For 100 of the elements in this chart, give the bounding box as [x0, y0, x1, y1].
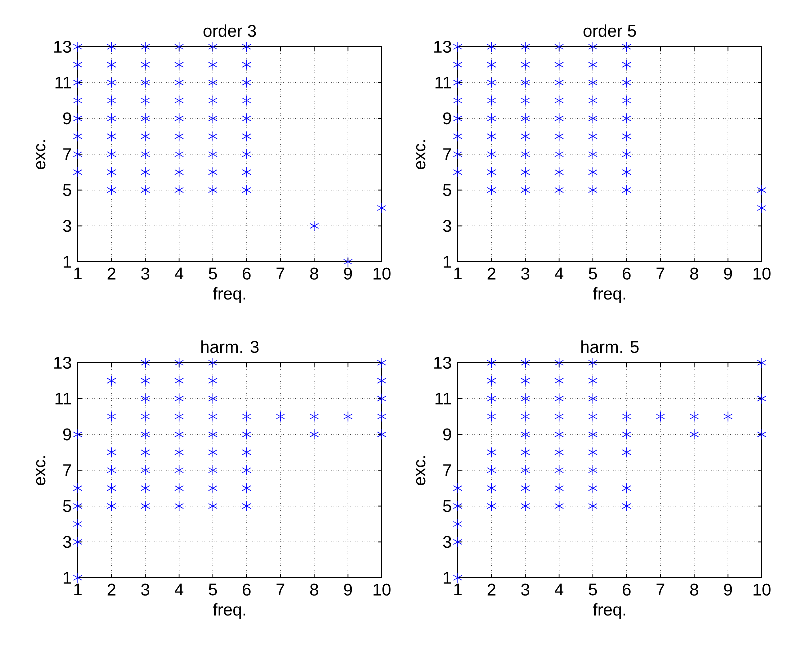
point [622, 447, 632, 458]
point [487, 358, 496, 368]
point [690, 429, 700, 440]
point [487, 447, 496, 458]
point [107, 500, 116, 512]
point [622, 411, 632, 422]
x-tick-label: 4 [174, 584, 184, 596]
x-tick-label: 1 [74, 584, 82, 596]
y-axis-title: exc. [36, 456, 46, 486]
point [520, 42, 530, 52]
point [453, 483, 463, 494]
point [344, 256, 353, 268]
point [140, 376, 150, 386]
point [174, 42, 184, 52]
point [73, 60, 83, 70]
y-tick-label: 9 [443, 428, 452, 441]
point [242, 77, 252, 88]
point [487, 483, 496, 494]
point [554, 167, 564, 178]
point [588, 184, 598, 196]
y-tick-label: 7 [444, 148, 452, 160]
point [174, 483, 184, 494]
x-tick-label: 5 [589, 268, 598, 280]
point [622, 95, 632, 106]
point [140, 465, 150, 476]
point [140, 393, 150, 404]
point [520, 393, 530, 404]
point [588, 411, 598, 422]
point [588, 358, 598, 368]
point [242, 184, 252, 196]
point [453, 149, 463, 160]
chart-title: harm. 5 [582, 340, 639, 354]
point [140, 447, 150, 458]
point [107, 77, 116, 88]
point [453, 167, 463, 178]
point [554, 393, 564, 404]
point [174, 167, 184, 178]
point [174, 358, 184, 368]
point [107, 376, 116, 386]
point [520, 167, 530, 178]
x-axis-title: freq. [593, 287, 626, 304]
point [208, 149, 218, 160]
point [107, 184, 116, 196]
point [208, 429, 218, 440]
point [588, 95, 598, 106]
point [208, 60, 218, 70]
x-axis-title: freq. [213, 287, 246, 304]
point [174, 393, 184, 404]
y-tick-label: 11 [56, 392, 72, 405]
point [310, 411, 320, 422]
point [487, 167, 496, 178]
point [107, 465, 116, 476]
y-tick-label: 5 [443, 500, 452, 512]
point [554, 95, 564, 106]
point [487, 393, 496, 404]
point [174, 149, 184, 160]
point [554, 131, 564, 142]
x-tick-label: 2 [108, 268, 116, 280]
point [520, 500, 530, 512]
point [588, 167, 598, 178]
point [73, 483, 83, 494]
point [242, 447, 252, 458]
y-tick-label: 1 [64, 256, 72, 268]
point [588, 149, 598, 160]
point [622, 149, 632, 160]
point [208, 113, 218, 124]
point [757, 429, 767, 440]
point [140, 184, 150, 196]
point [622, 429, 632, 440]
point [487, 500, 496, 512]
point [554, 113, 564, 124]
point [487, 465, 496, 476]
y-tick-label: 5 [63, 500, 72, 512]
point [208, 131, 218, 142]
point [174, 131, 184, 142]
x-tick-label: 4 [555, 268, 564, 280]
point [73, 131, 83, 142]
point [554, 429, 564, 440]
point [724, 411, 733, 422]
point [377, 411, 387, 422]
x-tick-label: 4 [174, 268, 184, 280]
point [377, 376, 387, 386]
point [73, 429, 83, 440]
point [554, 411, 564, 422]
point [73, 500, 83, 512]
point [140, 77, 150, 88]
chart-title: harm. 3 [202, 340, 259, 354]
y-tick-label: 11 [56, 76, 72, 89]
x-tick-label: 7 [276, 268, 285, 280]
point [487, 42, 496, 52]
point [73, 518, 83, 530]
point [622, 483, 632, 494]
point [453, 113, 463, 124]
point [520, 429, 530, 440]
point [377, 202, 387, 214]
point [453, 77, 463, 88]
point [453, 536, 463, 548]
point [107, 483, 116, 494]
x-tick-label: 7 [656, 268, 665, 280]
x-tick-label: 5 [209, 268, 218, 280]
